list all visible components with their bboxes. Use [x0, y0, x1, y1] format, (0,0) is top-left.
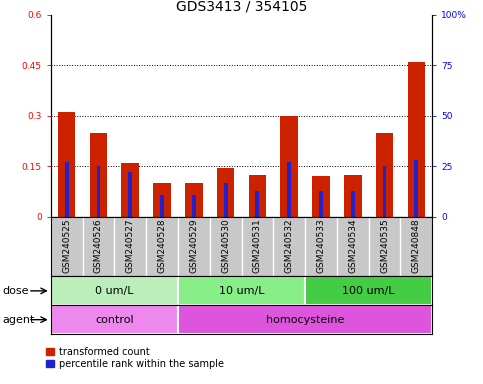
Text: GSM240527: GSM240527 [126, 219, 135, 273]
Bar [97, 166, 100, 217]
Bar [90, 132, 107, 217]
Text: dose: dose [2, 286, 29, 296]
Title: GDS3413 / 354105: GDS3413 / 354105 [176, 0, 307, 13]
Bar [153, 183, 171, 217]
Text: GSM240529: GSM240529 [189, 219, 199, 273]
Text: GSM240535: GSM240535 [380, 219, 389, 273]
Text: 0 um/L: 0 um/L [95, 286, 134, 296]
Bar [185, 183, 202, 217]
Bar [281, 116, 298, 217]
Bar [65, 162, 69, 217]
Text: 100 um/L: 100 um/L [342, 286, 395, 296]
Text: control: control [95, 314, 134, 325]
Text: GSM240531: GSM240531 [253, 219, 262, 273]
Text: GSM240528: GSM240528 [157, 219, 167, 273]
Text: GSM240533: GSM240533 [316, 219, 326, 273]
Text: GSM240525: GSM240525 [62, 219, 71, 273]
Text: GSM240534: GSM240534 [348, 219, 357, 273]
Bar [414, 160, 418, 217]
Bar [351, 190, 355, 217]
Text: GSM240532: GSM240532 [284, 219, 294, 273]
Bar [256, 190, 259, 217]
Bar [51, 276, 178, 305]
Bar [192, 195, 196, 217]
Text: homocysteine: homocysteine [266, 314, 344, 325]
Bar [160, 195, 164, 217]
Bar [224, 182, 227, 217]
Bar [383, 166, 386, 217]
Bar [178, 305, 432, 334]
Text: GSM240526: GSM240526 [94, 219, 103, 273]
Bar [312, 176, 330, 217]
Text: agent: agent [2, 314, 35, 325]
Bar [319, 190, 323, 217]
Text: GSM240530: GSM240530 [221, 219, 230, 273]
Bar [376, 132, 393, 217]
Bar [178, 276, 305, 305]
Bar [408, 62, 425, 217]
Bar [249, 175, 266, 217]
Bar [217, 168, 234, 217]
Bar [305, 276, 432, 305]
Text: GSM240848: GSM240848 [412, 219, 421, 273]
Bar [287, 162, 291, 217]
Bar [344, 175, 362, 217]
Bar [121, 163, 139, 217]
Legend: transformed count, percentile rank within the sample: transformed count, percentile rank withi… [46, 347, 224, 369]
Bar [58, 113, 75, 217]
Bar [51, 305, 178, 334]
Bar [128, 172, 132, 217]
Text: 10 um/L: 10 um/L [219, 286, 264, 296]
